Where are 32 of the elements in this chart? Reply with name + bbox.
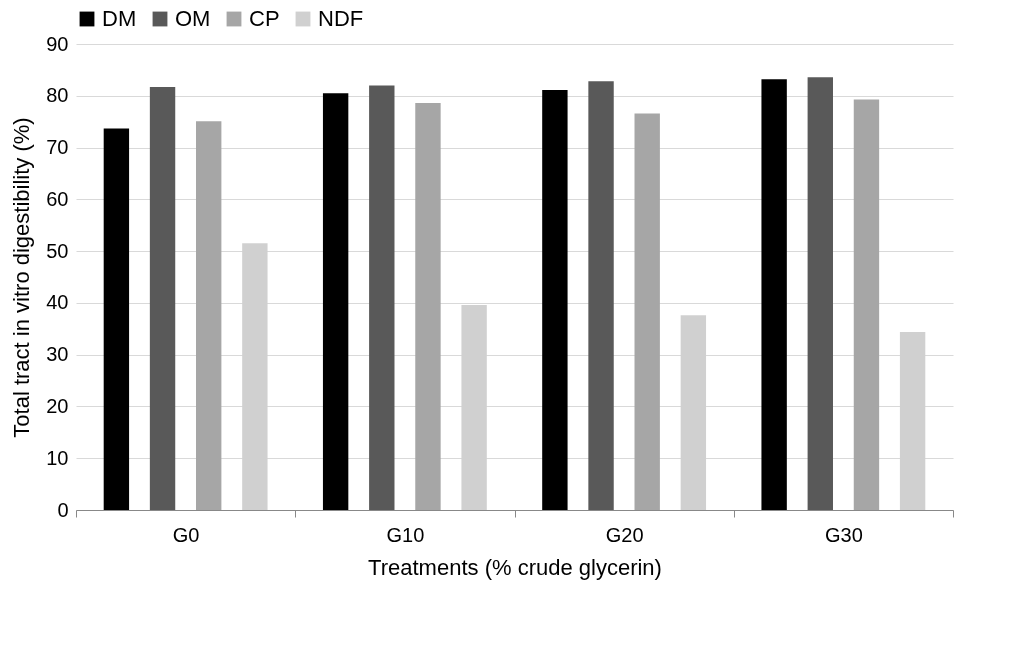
y-tick-label: 80 <box>46 84 69 107</box>
legend-label: CP <box>249 6 280 31</box>
bar <box>149 86 176 510</box>
bar <box>542 90 568 510</box>
x-tick-label: G20 <box>605 523 644 546</box>
bar <box>634 113 660 510</box>
bar <box>853 99 880 510</box>
y-tick-label: 60 <box>46 187 69 210</box>
legend-label: DM <box>102 6 137 31</box>
bar <box>807 77 833 510</box>
x-tick-label: G30 <box>824 523 863 546</box>
bar <box>588 81 614 510</box>
y-axis-title: Total tract in vitro digestibility (%) <box>9 117 35 438</box>
bar <box>103 128 130 510</box>
y-tick-label: 0 <box>57 498 69 521</box>
bar <box>322 93 349 510</box>
bar <box>415 103 441 510</box>
y-tick-label: 40 <box>46 291 69 314</box>
bar <box>196 121 222 510</box>
y-tick-label: 20 <box>46 394 69 417</box>
x-tick-label: G0 <box>172 523 200 546</box>
bar <box>369 85 395 510</box>
legend-label: NDF <box>318 6 364 31</box>
y-tick-label: 30 <box>46 343 69 366</box>
x-tick-label: G10 <box>386 523 425 546</box>
bar <box>761 79 787 510</box>
y-tick-label: 70 <box>46 136 69 159</box>
x-axis-title: Treatments (% crude glycerin) <box>368 554 662 580</box>
y-tick-label: 10 <box>46 446 69 469</box>
legend-label: OM <box>175 6 211 31</box>
y-tick-label: 50 <box>46 239 69 262</box>
y-tick-label: 90 <box>46 32 69 55</box>
